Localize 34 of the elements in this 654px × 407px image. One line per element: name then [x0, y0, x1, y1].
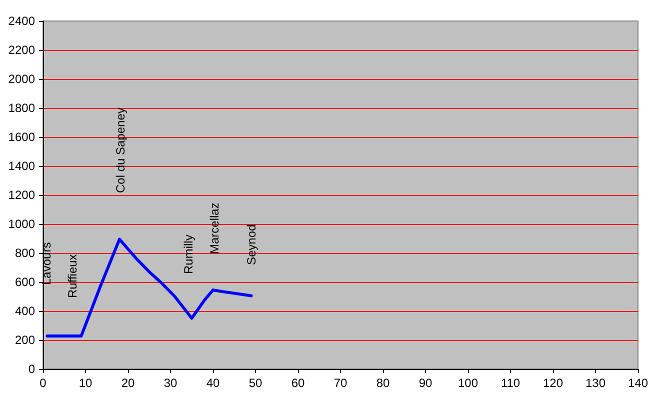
y-tick-label: 1400: [8, 159, 36, 173]
x-tick-label: 60: [291, 376, 305, 390]
annotation: Col du Sapeney: [114, 108, 128, 193]
x-tick-label: 40: [206, 376, 220, 390]
x-tick-label: 120: [542, 376, 564, 390]
y-tick-label: 2200: [8, 43, 36, 57]
x-tick-label: 50: [248, 376, 262, 390]
annotation: Seynod: [244, 224, 258, 265]
y-tick-label: 1600: [8, 130, 36, 144]
y-tick-label: 200: [14, 333, 36, 347]
y-tick-label: 1200: [8, 188, 36, 202]
y-tick-label: 2400: [8, 14, 36, 28]
x-tick-label: 140: [628, 376, 648, 390]
x-tick-label: 130: [585, 376, 606, 390]
y-tick-label: 400: [14, 304, 36, 318]
x-tick-label: 110: [500, 376, 520, 390]
x-tick-label: 90: [418, 376, 432, 390]
x-tick-label: 80: [376, 376, 390, 390]
y-tick-label: 0: [28, 362, 36, 376]
annotation: Rumilly: [182, 234, 196, 274]
y-tick-label: 2000: [8, 72, 36, 86]
x-tick-label: 70: [334, 376, 348, 390]
x-tick-label: 0: [40, 376, 47, 390]
x-tick-label: 100: [458, 376, 478, 390]
y-tick-label: 800: [14, 246, 36, 260]
y-tick-label: 600: [14, 275, 36, 289]
annotation: Ruffieux: [66, 254, 80, 298]
x-tick-label: 20: [121, 376, 135, 390]
x-tick-label: 10: [78, 376, 92, 390]
x-tick-label: 30: [164, 376, 178, 390]
y-tick-label: 1000: [8, 217, 36, 231]
y-tick-label: 1800: [8, 101, 36, 115]
annotation: Lavours: [40, 242, 54, 285]
annotation: Marcellaz: [208, 202, 222, 254]
